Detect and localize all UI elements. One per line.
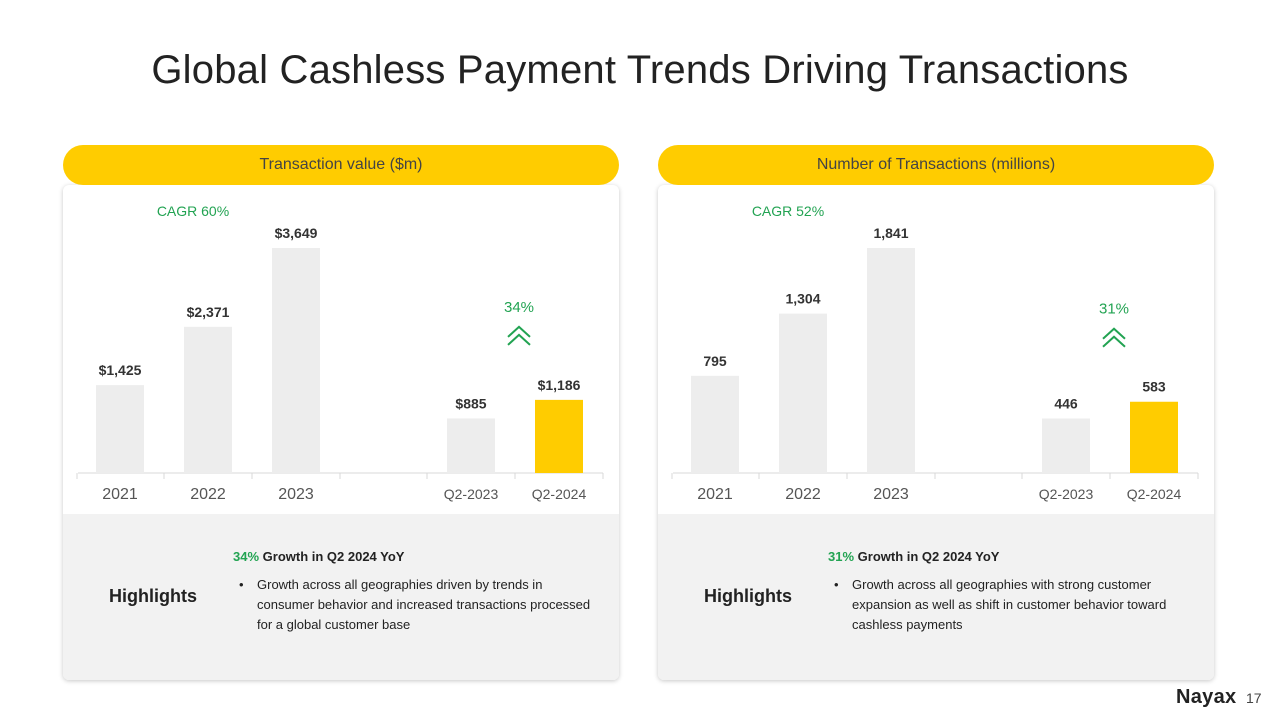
- bar-q2-2024: [535, 399, 583, 473]
- category-label: 2023: [873, 486, 909, 503]
- transaction-value-chart: $1,425 2021 $2,371 2022 $3,649 2023 $885 Q2-202…: [76, 203, 604, 503]
- page-title: Global Cashless Payment Trends Driving T…: [151, 48, 1129, 92]
- cagr-annotation: CAGR 52%: [752, 203, 824, 219]
- data-label: $3,649: [275, 225, 318, 241]
- growth-annotation: 31%: [1099, 301, 1129, 318]
- highlights-headline: 31% Growth in Q2 2024 YoY: [828, 549, 999, 564]
- bar-2023: [272, 248, 320, 473]
- highlight-bullet: Growth across all geographies driven by …: [239, 575, 599, 635]
- cagr-annotation: CAGR 60%: [157, 203, 229, 219]
- bar-q2-2023: [1042, 418, 1090, 473]
- chart-card: 795 2021 1,304 2022 1,841 2023 446 Q2-2023 583 Q2…: [658, 185, 1214, 680]
- category-label: Q2-2024: [1127, 486, 1182, 502]
- bar-q2-2023: [447, 418, 495, 473]
- growth-percent: 31%: [828, 549, 855, 564]
- data-label: 446: [1054, 395, 1078, 411]
- highlights-label: Highlights: [109, 586, 197, 606]
- double-chevron-up-icon: [1102, 327, 1126, 348]
- headline-text: Growth in Q2 2024 YoY: [259, 549, 405, 564]
- transaction-count-chart: 795 2021 1,304 2022 1,841 2023 446 Q2-2023 583 Q2…: [671, 203, 1199, 503]
- double-chevron-up-icon: [507, 325, 531, 346]
- category-label: Q2-2024: [532, 486, 587, 502]
- data-label: $885: [455, 395, 486, 411]
- bar-q2-2024: [1130, 401, 1178, 473]
- highlight-bullet: Growth across all geographies with stron…: [834, 575, 1194, 635]
- bar-2022: [779, 313, 827, 473]
- category-label: 2023: [278, 486, 314, 503]
- bar-2023: [867, 248, 915, 473]
- nayax-logo: Nayax: [1176, 686, 1236, 709]
- data-label: $2,371: [187, 304, 230, 320]
- bar-2021: [691, 375, 739, 473]
- category-label: 2021: [697, 486, 733, 503]
- growth-percent: 34%: [233, 549, 260, 564]
- highlights-section: Highlights 34% Growth in Q2 2024 YoY Gro…: [63, 514, 619, 680]
- transaction-value-panel: Transaction value ($m) $1,425 2021 $2,371 2…: [63, 145, 619, 683]
- panel-header: Number of Transactions (millions): [658, 145, 1214, 185]
- transaction-count-panel: Number of Transactions (millions) 795 202…: [658, 145, 1214, 683]
- category-label: 2022: [190, 486, 226, 503]
- headline-text: Growth in Q2 2024 YoY: [854, 549, 1000, 564]
- bar-2022: [184, 326, 232, 473]
- page-number: 17: [1246, 690, 1262, 706]
- highlights-section: Highlights 31% Growth in Q2 2024 YoY Gro…: [658, 514, 1214, 680]
- panel-header: Transaction value ($m): [63, 145, 619, 185]
- growth-annotation: 34%: [504, 299, 534, 316]
- category-label: Q2-2023: [1039, 486, 1094, 502]
- data-label: 795: [703, 353, 727, 369]
- category-label: 2021: [102, 486, 138, 503]
- data-label: 583: [1142, 379, 1166, 395]
- highlights-headline: 34% Growth in Q2 2024 YoY: [233, 549, 404, 564]
- data-label: $1,186: [538, 377, 581, 393]
- data-label: 1,304: [785, 291, 820, 307]
- category-label: 2022: [785, 486, 821, 503]
- highlights-bullets: Growth across all geographies with stron…: [834, 575, 1194, 635]
- data-label: $1,425: [99, 362, 142, 378]
- chart-card: $1,425 2021 $2,371 2022 $3,649 2023 $885 Q2-202…: [63, 185, 619, 680]
- data-label: 1,841: [873, 225, 908, 241]
- highlights-label: Highlights: [704, 586, 792, 606]
- highlights-bullets: Growth across all geographies driven by …: [239, 575, 599, 635]
- logo-text: Nayax: [1176, 686, 1237, 708]
- bar-2021: [96, 385, 144, 473]
- category-label: Q2-2023: [444, 486, 499, 502]
